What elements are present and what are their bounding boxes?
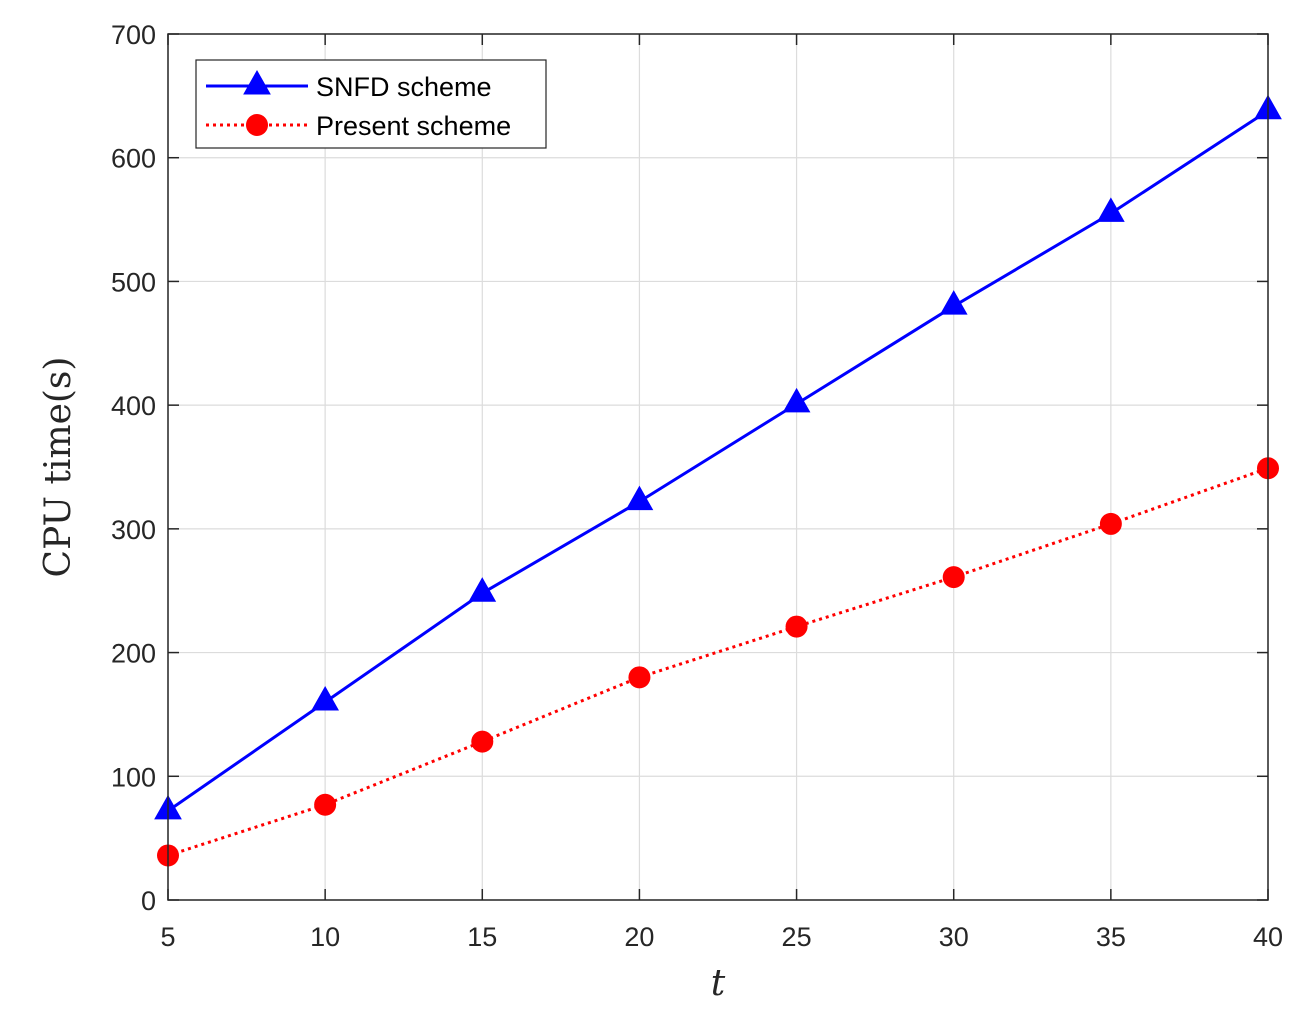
ticks bbox=[167, 33, 1269, 901]
series-1-point bbox=[471, 730, 494, 753]
x-tick-label: 15 bbox=[467, 922, 497, 952]
series-1-point bbox=[785, 615, 808, 638]
series-line-0 bbox=[167, 109, 1269, 813]
x-tick-label: 20 bbox=[624, 922, 654, 952]
y-tick-labels: 0 100 200 300 400 500 600 700 bbox=[111, 20, 156, 916]
legend-label-present: Present scheme bbox=[316, 111, 511, 141]
y-tick-label: 100 bbox=[111, 762, 156, 792]
y-tick-label: 700 bbox=[111, 20, 156, 50]
series-0-point bbox=[625, 485, 654, 511]
x-axis-label: t bbox=[711, 963, 726, 1004]
x-tick-label: 35 bbox=[1096, 922, 1126, 952]
plot-frame bbox=[167, 33, 1269, 901]
legend-entry-snfd: SNFD scheme bbox=[206, 69, 492, 102]
series-0-point bbox=[1097, 197, 1125, 222]
series-1-point bbox=[628, 666, 651, 689]
series-0-point bbox=[468, 577, 497, 602]
x-tick-labels: 5 10 15 20 25 30 35 40 bbox=[160, 922, 1283, 952]
grid bbox=[167, 33, 1269, 901]
y-tick-label: 300 bbox=[111, 515, 156, 545]
legend-circle-marker-icon bbox=[246, 114, 268, 136]
legend-triangle-marker-icon bbox=[243, 69, 271, 95]
y-tick-label: 400 bbox=[111, 391, 156, 421]
y-tick-label: 600 bbox=[111, 144, 156, 174]
series-0-point bbox=[782, 387, 811, 413]
legend: SNFD scheme Present scheme bbox=[195, 59, 547, 149]
y-tick-label: 500 bbox=[111, 267, 156, 297]
series-0-point bbox=[939, 290, 968, 315]
y-axis-label: CPU time(s) bbox=[38, 357, 79, 578]
plot-background bbox=[168, 34, 1268, 900]
x-tick-label: 5 bbox=[160, 922, 175, 952]
y-tick-label: 200 bbox=[111, 639, 156, 669]
legend-entry-present: Present scheme bbox=[206, 111, 511, 141]
legend-label-snfd: SNFD scheme bbox=[316, 72, 492, 102]
series-0-point bbox=[311, 686, 339, 711]
x-tick-label: 30 bbox=[939, 922, 969, 952]
x-tick-label: 25 bbox=[782, 922, 812, 952]
series-1-point bbox=[1099, 512, 1122, 535]
series-1-point bbox=[314, 793, 337, 816]
series-1-point bbox=[942, 566, 965, 589]
x-tick-label: 10 bbox=[310, 922, 340, 952]
x-tick-label: 40 bbox=[1253, 922, 1283, 952]
y-tick-label: 0 bbox=[141, 886, 156, 916]
